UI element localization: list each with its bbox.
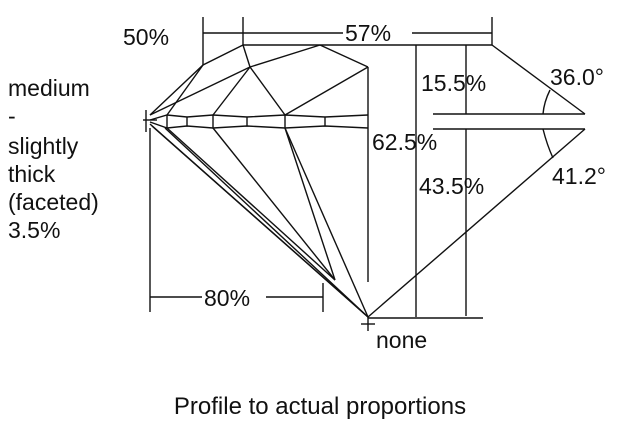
crown-angle-label: 36.0°: [550, 64, 604, 90]
girdle-label: medium - slightly thick (faceted) 3.5%: [8, 75, 99, 243]
pavilion-depth-label: 43.5%: [419, 173, 484, 199]
girdle-label-line: 3.5%: [8, 217, 60, 243]
girdle-label-line: -: [8, 103, 16, 129]
table-label: 57%: [345, 20, 391, 46]
girdle-label-line: slightly: [8, 133, 79, 159]
crown-height-label: 15.5%: [421, 70, 486, 96]
pavilion-angle-label: 41.2°: [552, 163, 606, 189]
lower-half-label: 80%: [204, 285, 250, 311]
girdle-label-line: thick: [8, 161, 56, 187]
culet-label: none: [376, 327, 427, 353]
total-depth-label: 62.5%: [372, 129, 437, 155]
diamond-outline: [143, 17, 586, 331]
crown-star-label: 50%: [123, 24, 169, 50]
caption: Profile to actual proportions: [174, 393, 466, 420]
girdle-label-line: (faceted): [8, 189, 99, 215]
girdle-label-line: medium: [8, 75, 90, 101]
